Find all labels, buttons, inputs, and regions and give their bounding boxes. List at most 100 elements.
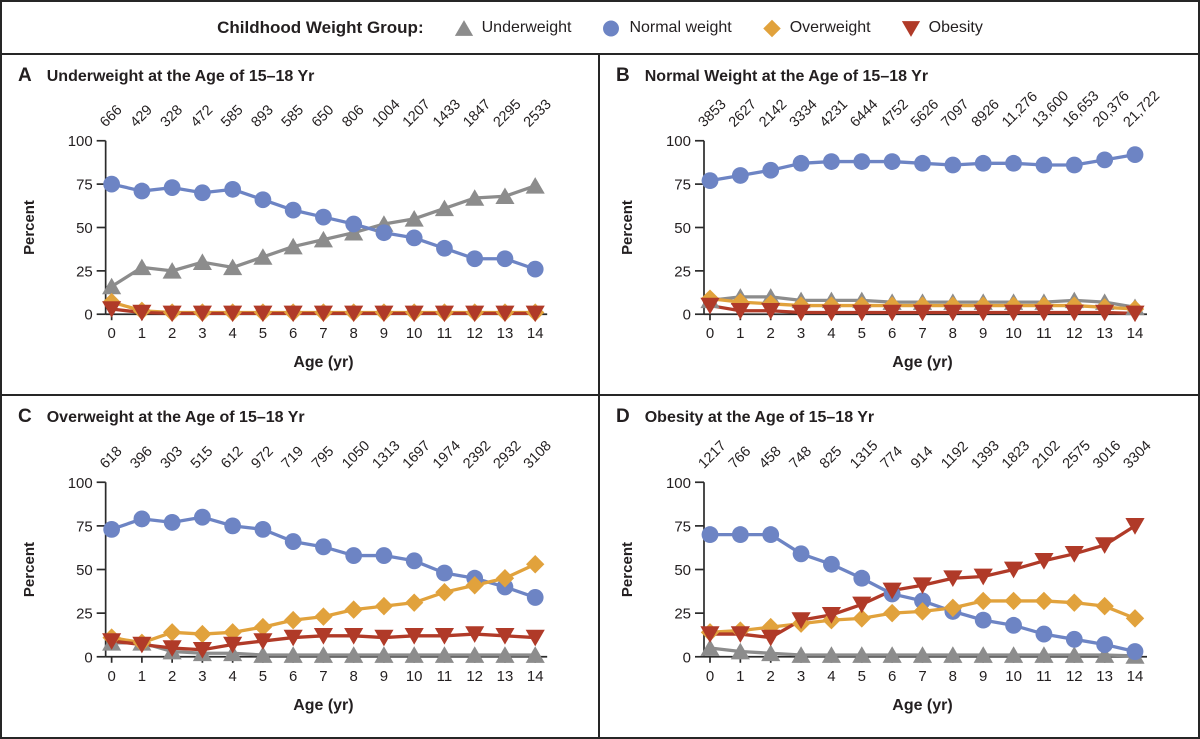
x-tick-label: 4 xyxy=(228,668,236,685)
sample-size-label: 3853 xyxy=(696,97,730,131)
overweight-marker xyxy=(253,617,273,637)
obesity-marker xyxy=(313,628,333,645)
underweight-marker-icon xyxy=(454,19,473,36)
sample-size-label: 1313 xyxy=(369,438,403,472)
obesity-marker xyxy=(821,607,842,624)
sample-size-label: 825 xyxy=(817,444,845,472)
underweight-marker xyxy=(525,646,545,663)
normal-weight-marker xyxy=(762,526,780,544)
underweight-marker xyxy=(404,210,424,227)
x-tick-label: 7 xyxy=(319,325,327,342)
normal-weight-marker xyxy=(496,250,514,268)
obesity-marker xyxy=(283,305,303,323)
legend-item-underweight: Underweight xyxy=(454,18,571,38)
x-tick-label: 3 xyxy=(797,325,805,342)
obesity-marker xyxy=(404,628,424,645)
normal-weight-marker xyxy=(284,201,302,219)
normal-weight-marker xyxy=(224,180,242,198)
normal-weight-marker xyxy=(853,153,871,170)
underweight-marker xyxy=(943,646,963,663)
obesity-marker xyxy=(434,305,455,323)
x-tick-label: 2 xyxy=(168,668,176,685)
y-tick-label: 25 xyxy=(76,263,93,280)
normal-weight-marker xyxy=(133,510,151,528)
x-tick-label: 9 xyxy=(979,668,987,685)
overweight-marker xyxy=(314,607,333,626)
sample-size-label: 6444 xyxy=(847,97,881,131)
underweight-marker xyxy=(1003,646,1024,663)
x-tick-label: 0 xyxy=(706,668,714,685)
underweight-marker xyxy=(791,646,811,663)
sample-sizes: 618 396 303 515 612 972 719 795 1050131316971974… xyxy=(97,438,555,472)
normal-weight-marker xyxy=(823,153,840,170)
underweight-marker xyxy=(1034,646,1054,663)
normal-weight-marker xyxy=(103,175,121,193)
normal-weight-marker xyxy=(762,161,780,179)
sample-size-label: 766 xyxy=(726,444,754,472)
sample-size-label: 2575 xyxy=(1060,438,1094,472)
panel-letter: D xyxy=(616,406,630,427)
obesity-marker-icon xyxy=(901,20,920,37)
normal-weight-marker xyxy=(194,508,211,526)
sample-size-label: 328 xyxy=(158,102,186,130)
sample-size-label: 1974 xyxy=(430,438,464,472)
x-tick-label: 12 xyxy=(466,325,483,342)
y-tick-label: 25 xyxy=(76,606,93,623)
underweight-marker xyxy=(102,277,122,295)
legend-item-obesity: Obesity xyxy=(901,18,983,38)
y-axis-title: Percent xyxy=(619,542,636,597)
obesity-marker xyxy=(495,305,515,323)
sample-size-label: 1004 xyxy=(369,97,403,131)
underweight-marker xyxy=(465,189,485,206)
overweight-marker xyxy=(526,555,545,574)
overweight-marker xyxy=(1125,609,1145,628)
y-tick-label: 100 xyxy=(68,475,93,492)
underweight-marker xyxy=(821,646,842,663)
panel-title-text: Normal Weight at the Age of 15–18 Yr xyxy=(644,68,929,85)
y-tick-label: 50 xyxy=(76,220,93,237)
x-axis-title: Age (yr) xyxy=(293,697,353,714)
underweight-marker xyxy=(223,258,243,276)
panel-title: B Normal Weight at the Age of 15–18 Yr xyxy=(616,65,928,87)
x-tick-label: 5 xyxy=(858,668,866,685)
obesity-marker xyxy=(973,568,993,586)
underweight-marker xyxy=(192,253,212,270)
underweight-marker xyxy=(495,646,515,663)
panel-title-text: Overweight at the Age of 15–18 Yr xyxy=(46,409,305,426)
x-tick-label: 6 xyxy=(289,668,297,685)
series-markers-normal-weight xyxy=(701,146,1144,190)
x-tick-label: 0 xyxy=(107,668,115,685)
x-tick-label: 13 xyxy=(1096,325,1113,342)
obesity-marker xyxy=(761,629,781,647)
series-markers-obesity xyxy=(102,301,545,323)
x-tick-label: 11 xyxy=(437,668,453,685)
x-tick-label: 14 xyxy=(527,668,544,685)
x-tick-label: 6 xyxy=(289,325,297,342)
legend-item-label: Normal weight xyxy=(629,18,732,36)
legend-item-normal-weight: Normal weight xyxy=(601,18,732,38)
panel-letter: A xyxy=(18,65,32,86)
obesity-marker xyxy=(1125,518,1145,535)
underweight-marker xyxy=(1095,646,1115,663)
y-axis-title: Percent xyxy=(619,200,636,255)
sample-size-label: 618 xyxy=(97,444,125,472)
obesity-marker xyxy=(791,612,811,629)
obesity-marker xyxy=(943,304,963,322)
x-tick-label: 1 xyxy=(138,325,146,342)
x-tick-label: 4 xyxy=(827,325,835,342)
x-tick-label: 4 xyxy=(228,325,236,342)
normal-weight-marker xyxy=(284,533,302,551)
underweight-marker-icon xyxy=(454,19,473,36)
x-tick-label: 8 xyxy=(949,325,957,342)
overweight-marker xyxy=(1004,591,1023,611)
sample-size-label: 2295 xyxy=(490,97,524,131)
x-tick-label: 12 xyxy=(466,668,483,685)
obesity-marker xyxy=(1003,561,1024,579)
x-tick-label: 5 xyxy=(858,325,866,342)
underweight-marker xyxy=(1064,646,1084,663)
x-tick-label: 13 xyxy=(497,668,514,685)
x-tick-label: 1 xyxy=(736,668,744,685)
